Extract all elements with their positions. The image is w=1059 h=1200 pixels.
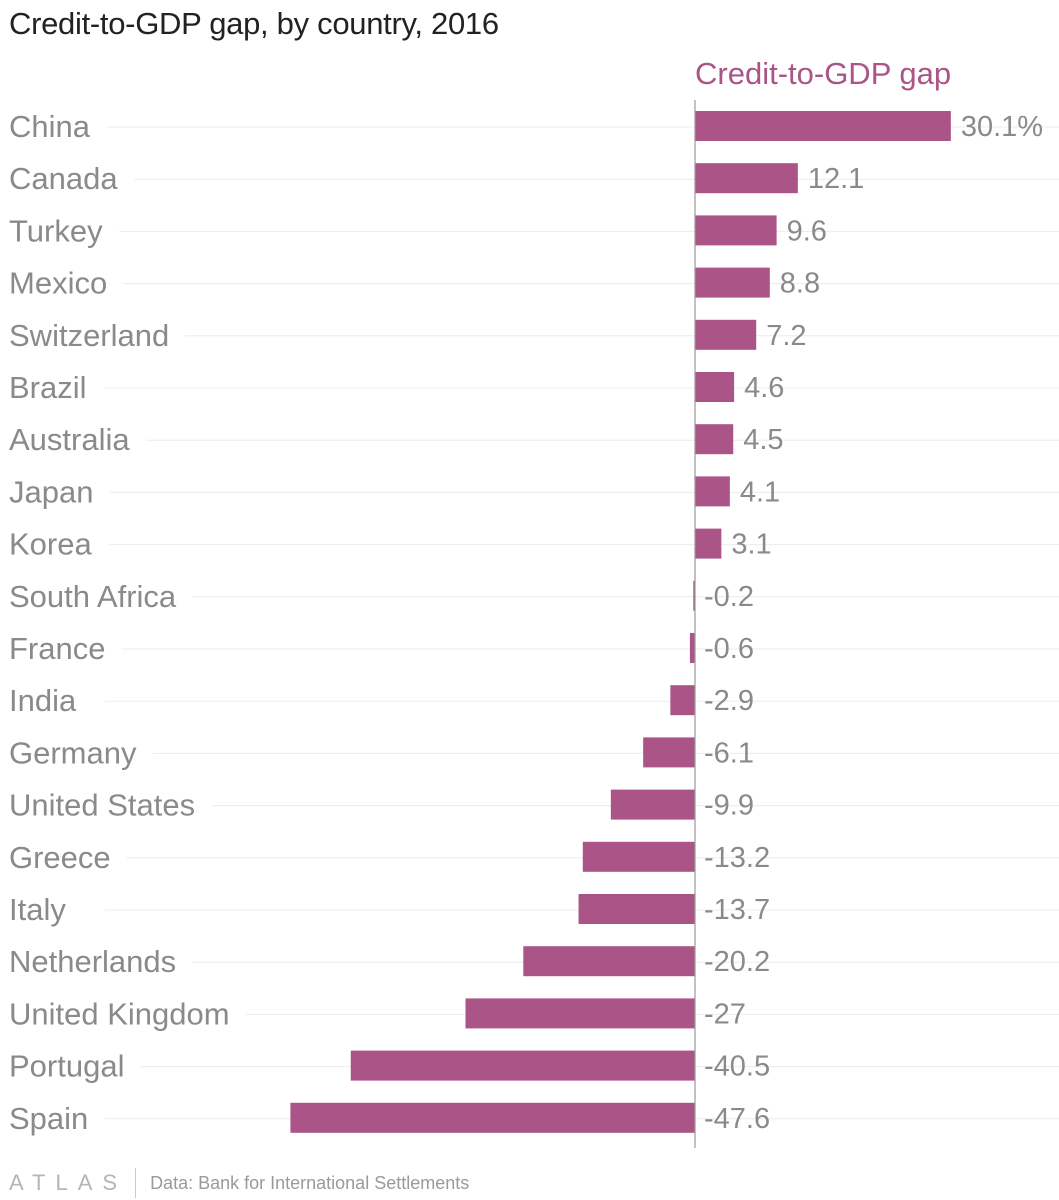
- bar: [695, 528, 722, 559]
- category-label: Spain: [9, 1101, 88, 1136]
- category-label: South Africa: [9, 579, 177, 614]
- value-label: 4.1: [740, 476, 780, 508]
- label-backdrop: [7, 109, 107, 144]
- value-label: -2.9: [704, 685, 754, 717]
- category-label: Portugal: [9, 1049, 124, 1084]
- label-backdrop: [7, 1100, 105, 1136]
- series-label: Credit-to-GDP gap: [695, 56, 952, 91]
- label-backdrop: [7, 996, 246, 1032]
- bar: [290, 1102, 695, 1133]
- value-label: -47.6: [704, 1103, 770, 1135]
- value-label: -40.5: [704, 1051, 770, 1083]
- category-label: China: [9, 109, 91, 144]
- label-backdrop: [7, 787, 212, 823]
- bar: [695, 163, 798, 194]
- category-label: United States: [9, 788, 195, 823]
- label-backdrop: [7, 839, 127, 875]
- chart-title: Credit-to-GDP gap, by country, 2016: [9, 6, 499, 41]
- bar: [695, 372, 735, 402]
- label-backdrop: [7, 578, 193, 614]
- label-backdrop: [7, 422, 147, 458]
- label-backdrop: [7, 735, 153, 771]
- label-backdrop: [7, 526, 109, 562]
- bar: [610, 789, 695, 820]
- label-backdrop: [7, 631, 122, 666]
- category-label: Canada: [9, 161, 118, 196]
- value-label: 4.5: [743, 424, 783, 456]
- category-label: Brazil: [9, 370, 87, 405]
- label-backdrop: [7, 1048, 141, 1084]
- value-label: 3.1: [731, 529, 771, 561]
- bar: [643, 737, 695, 768]
- value-label: -6.1: [704, 737, 754, 769]
- bar: [695, 319, 757, 350]
- value-label: 7.2: [766, 320, 806, 352]
- value-label: -0.6: [704, 633, 754, 665]
- value-label: -27: [704, 998, 746, 1030]
- label-backdrop: [7, 370, 103, 405]
- bar: [693, 580, 695, 611]
- source-note: Data: Bank for International Settlements: [150, 1172, 470, 1193]
- bar: [582, 841, 695, 872]
- label-backdrop: [7, 944, 193, 980]
- grid-lines: [7, 109, 1059, 1136]
- value-label: -9.9: [704, 790, 754, 822]
- category-label: Japan: [9, 474, 93, 509]
- bar: [670, 685, 695, 716]
- bar: [465, 998, 695, 1029]
- category-label: India: [9, 683, 77, 718]
- category-label: Turkey: [9, 213, 103, 248]
- label-backdrop: [7, 683, 93, 719]
- category-label: Germany: [9, 735, 137, 770]
- category-label: Korea: [9, 527, 92, 562]
- bar-chart: China 30.1% Canada 12.1 Turkey 9.6 Mexico 8.8 Sw…: [7, 100, 1059, 1148]
- value-label: 9.6: [787, 215, 827, 247]
- label-backdrop: [7, 161, 135, 197]
- footer-divider: [135, 1168, 137, 1198]
- bar: [695, 215, 777, 246]
- category-label: Mexico: [9, 266, 107, 301]
- bar: [695, 476, 730, 507]
- value-label: 8.8: [780, 268, 820, 300]
- category-label: Netherlands: [9, 944, 176, 979]
- value-label: 12.1: [808, 163, 864, 195]
- value-label: 30.1%: [961, 111, 1043, 143]
- label-backdrop: [7, 317, 186, 353]
- atlas-logo: ATLAS: [9, 1170, 128, 1195]
- category-label: France: [9, 631, 105, 666]
- label-backdrop: [7, 265, 124, 301]
- bar: [578, 894, 695, 924]
- bar: [350, 1050, 695, 1081]
- label-backdrop: [7, 474, 110, 510]
- value-label: -20.2: [704, 946, 770, 978]
- label-backdrop: [7, 892, 83, 927]
- category-label: Switzerland: [9, 318, 169, 353]
- labels: China 30.1% Canada 12.1 Turkey 9.6 Mexico 8.8 Sw…: [9, 109, 1043, 1136]
- footer: ATLAS Data: Bank for International Settl…: [9, 1168, 469, 1198]
- bar: [695, 267, 770, 298]
- value-label: 4.6: [744, 372, 784, 404]
- value-label: -13.7: [704, 894, 770, 926]
- bars: [290, 111, 951, 1133]
- bar: [523, 946, 695, 977]
- category-label: Italy: [9, 892, 66, 927]
- label-backdrop: [7, 213, 120, 249]
- category-label: Greece: [9, 840, 111, 875]
- category-label: United Kingdom: [9, 996, 230, 1031]
- value-label: -0.2: [704, 581, 754, 613]
- value-label: -13.2: [704, 842, 770, 874]
- bar: [689, 633, 695, 663]
- category-label: Australia: [9, 422, 130, 457]
- bar: [695, 111, 951, 141]
- bar: [695, 424, 734, 455]
